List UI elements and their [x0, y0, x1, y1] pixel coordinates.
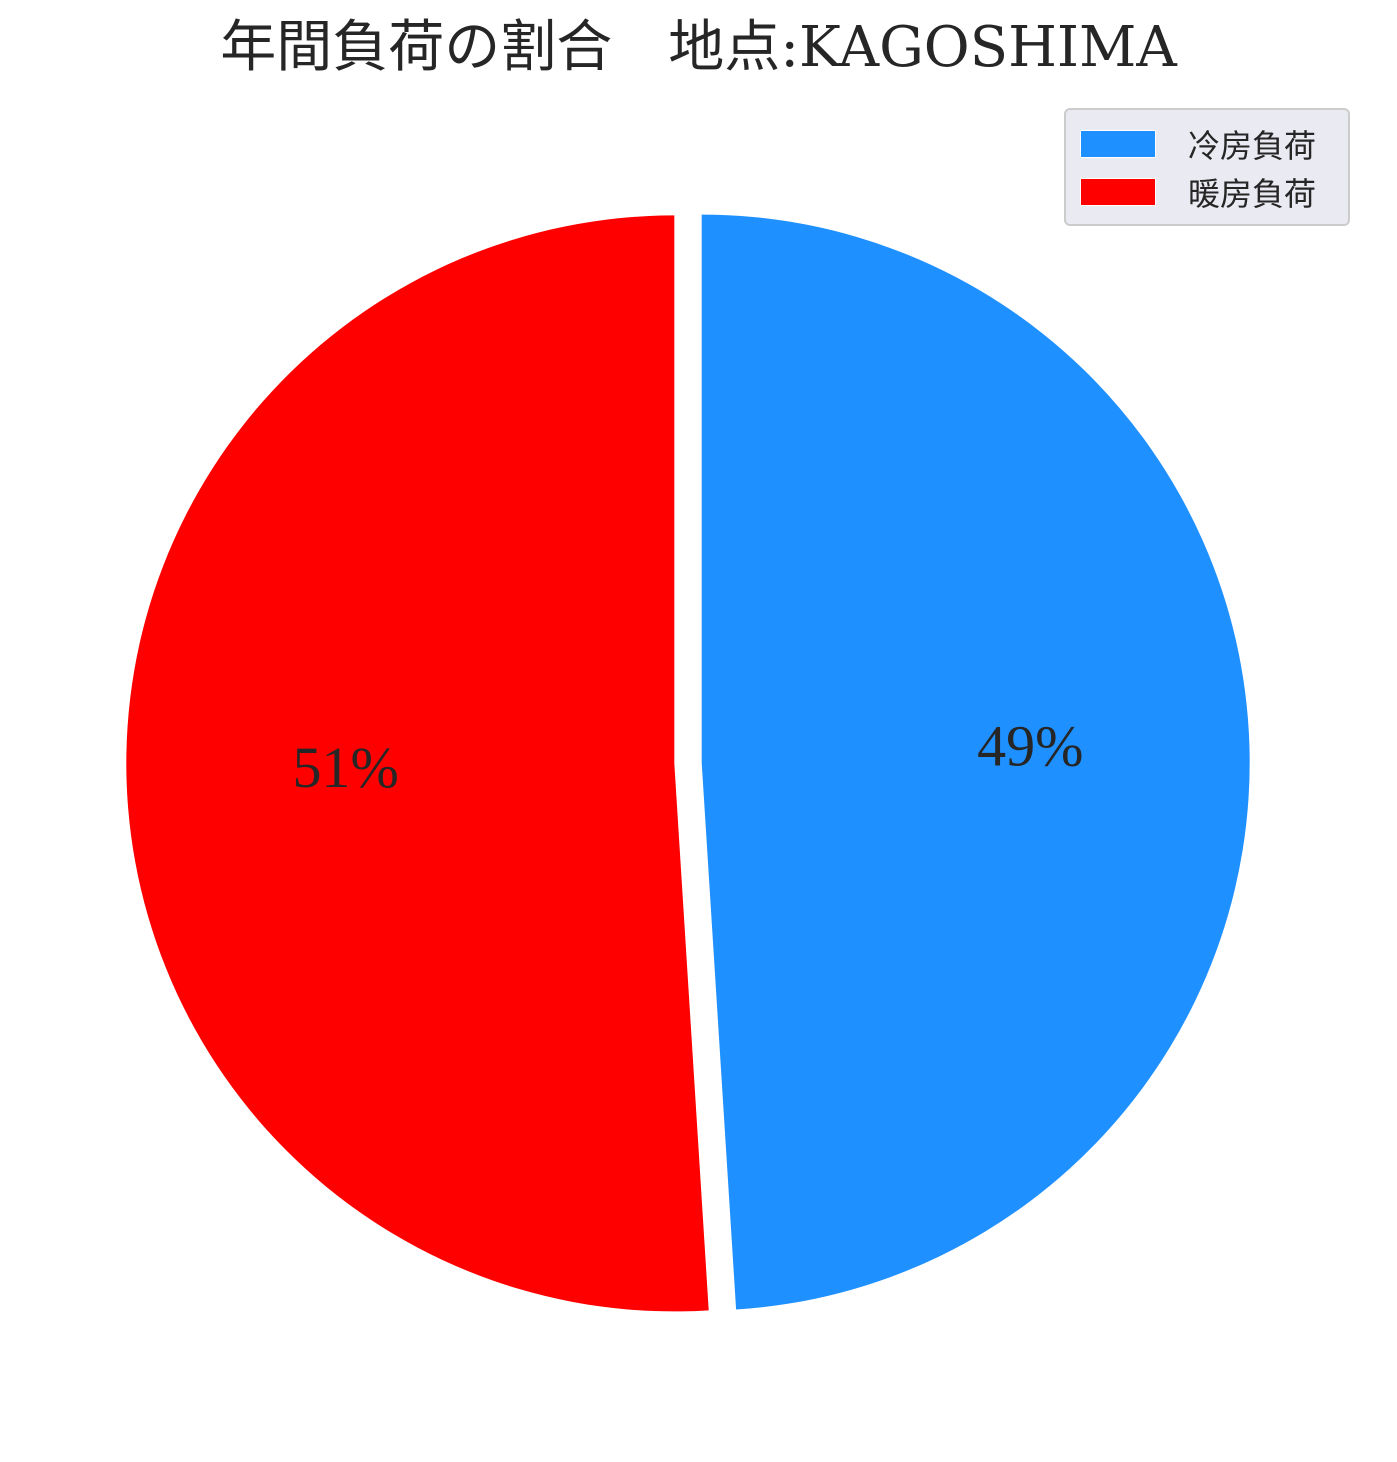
legend-label-cooling: 冷房負荷	[1188, 127, 1317, 165]
legend-label-heating: 暖房負荷	[1188, 175, 1317, 213]
pie-slice-heating	[126, 215, 709, 1312]
pie-slices	[126, 214, 1250, 1312]
pie-slice-cooling	[701, 214, 1250, 1310]
pie-labels: 49% 51%	[293, 714, 1084, 801]
legend-swatch-cooling	[1080, 130, 1156, 158]
legend-item-cooling: 冷房負荷	[1080, 124, 1317, 165]
pie-label-cooling: 49%	[977, 714, 1083, 779]
legend-item-heating: 暖房負荷	[1080, 172, 1317, 213]
chart-title: 年間負荷の割合 地点:KAGOSHIMA	[220, 15, 1177, 80]
pie-label-heating: 51%	[293, 735, 399, 800]
legend: 冷房負荷 暖房負荷	[1064, 108, 1350, 226]
legend-swatch-heating	[1080, 178, 1156, 206]
